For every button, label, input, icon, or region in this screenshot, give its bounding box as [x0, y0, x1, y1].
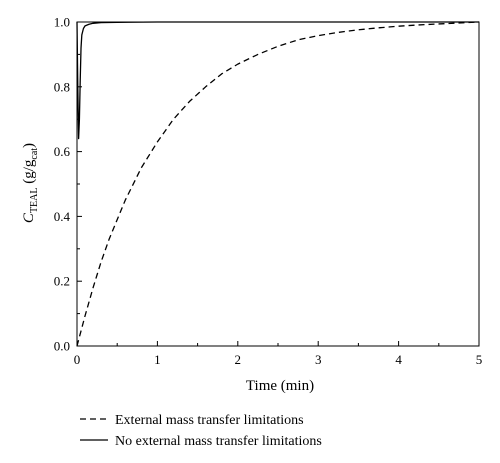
- x-tick-label: 0: [74, 352, 81, 367]
- y-axis-label-unit-close: ): [21, 143, 37, 148]
- y-axis-label-main: C: [21, 212, 37, 223]
- y-axis-label-unit-sub: cat: [29, 148, 40, 160]
- x-tick-label: 1: [154, 352, 161, 367]
- y-tick-label: 0.2: [54, 274, 70, 289]
- y-axis-label-main-sub: TEAL: [29, 188, 40, 214]
- y-tick-label: 1.0: [54, 15, 70, 30]
- legend-label-external: External mass transfer limitations: [115, 413, 304, 428]
- y-axis-ticks: 0.0 0.2 0.4 0.6 0.8 1.0: [54, 15, 82, 354]
- y-tick-label: 0.6: [54, 144, 71, 159]
- x-tick-label: 2: [235, 352, 242, 367]
- legend-label-no-external: No external mass transfer limitations: [115, 434, 322, 449]
- y-tick-label: 0.8: [54, 79, 70, 94]
- y-tick-label: 0.0: [54, 339, 70, 354]
- series-line-external: [76, 21, 480, 347]
- x-tick-label: 5: [476, 352, 483, 367]
- series-layer: [76, 21, 480, 347]
- y-tick-label: 0.4: [54, 209, 71, 224]
- y-axis-label-unit-open: (g/g: [21, 159, 37, 187]
- series-line-no-external: [76, 21, 479, 140]
- legend: External mass transfer limitations No ex…: [80, 413, 322, 449]
- plot-frame: [76, 21, 480, 347]
- plot-border: [76, 21, 480, 347]
- x-tick-label: 4: [395, 352, 402, 367]
- y-axis-label: CTEAL (g/gcat): [21, 143, 40, 223]
- x-axis-ticks: 0 1 2 3 4 5: [74, 341, 483, 367]
- x-axis-label: Time (min): [246, 378, 314, 394]
- x-tick-label: 3: [315, 352, 322, 367]
